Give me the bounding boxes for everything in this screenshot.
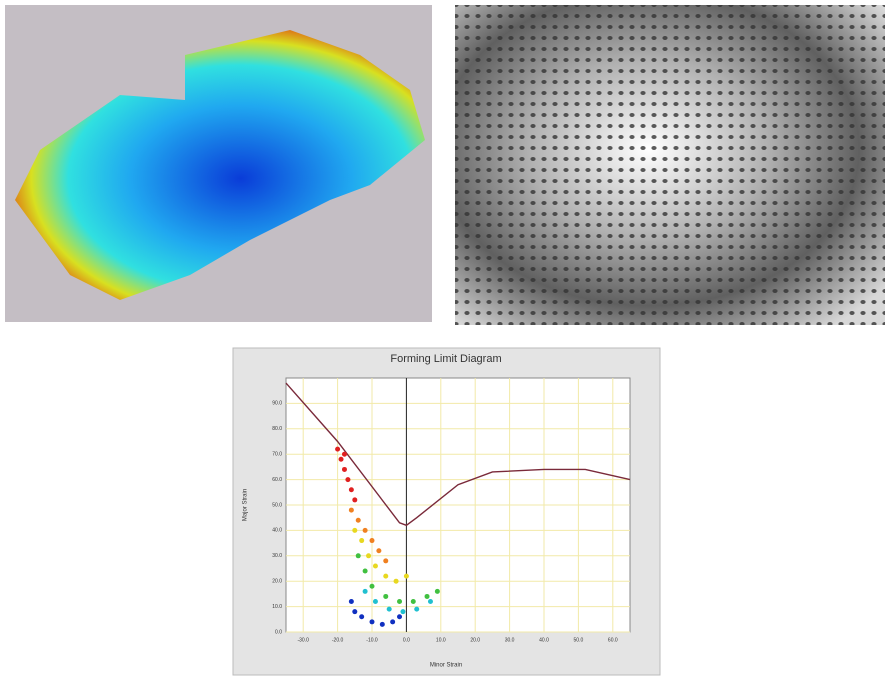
strain-point bbox=[356, 518, 361, 523]
strain-point bbox=[397, 599, 402, 604]
strain-point bbox=[370, 538, 375, 543]
contour-image bbox=[5, 5, 432, 322]
x-axis-label: Minor Strain bbox=[430, 663, 462, 669]
y-tick-label: 10.0 bbox=[272, 604, 282, 610]
strain-point bbox=[335, 447, 340, 452]
x-tick-label: -10.0 bbox=[366, 637, 378, 643]
strain-point bbox=[383, 574, 388, 579]
canvas: Forming Limit Diagram Minor Strain Major… bbox=[0, 0, 885, 680]
y-tick-label: 20.0 bbox=[272, 579, 282, 585]
x-tick-label: -20.0 bbox=[332, 637, 344, 643]
strain-point bbox=[428, 599, 433, 604]
x-tick-label: 10.0 bbox=[436, 637, 446, 643]
y-tick-label: 90.0 bbox=[272, 401, 282, 407]
strain-point bbox=[363, 528, 368, 533]
chart-panel: Forming Limit Diagram Minor Strain Major… bbox=[233, 348, 660, 675]
grid-surface-image bbox=[455, 5, 885, 325]
strain-point bbox=[363, 569, 368, 574]
strain-point bbox=[339, 457, 344, 462]
strain-point bbox=[373, 563, 378, 568]
strain-point bbox=[394, 579, 399, 584]
strain-point bbox=[359, 538, 364, 543]
y-tick-label: 70.0 bbox=[272, 452, 282, 458]
strain-point bbox=[349, 599, 354, 604]
strain-point bbox=[387, 607, 392, 612]
strain-point bbox=[352, 528, 357, 533]
strain-point bbox=[414, 607, 419, 612]
strain-point bbox=[435, 589, 440, 594]
strain-point bbox=[370, 584, 375, 589]
strain-point bbox=[345, 477, 350, 482]
y-tick-label: 0.0 bbox=[275, 629, 282, 635]
chart-title: Forming Limit Diagram bbox=[390, 353, 501, 365]
x-tick-label: 50.0 bbox=[574, 637, 584, 643]
strain-point bbox=[349, 487, 354, 492]
strain-point bbox=[376, 548, 381, 553]
y-tick-label: 40.0 bbox=[272, 528, 282, 534]
strain-point bbox=[397, 614, 402, 619]
strain-point bbox=[400, 609, 405, 614]
strain-point bbox=[411, 599, 416, 604]
strain-point bbox=[366, 553, 371, 558]
page: Forming Limit Diagram Minor Strain Major… bbox=[0, 0, 885, 680]
strain-point bbox=[352, 497, 357, 502]
y-tick-label: 80.0 bbox=[272, 426, 282, 432]
x-tick-label: 20.0 bbox=[470, 637, 480, 643]
strain-point bbox=[342, 467, 347, 472]
strain-point bbox=[356, 553, 361, 558]
strain-point bbox=[404, 574, 409, 579]
strain-point bbox=[363, 589, 368, 594]
x-tick-label: 30.0 bbox=[505, 637, 515, 643]
x-tick-label: 40.0 bbox=[539, 637, 549, 643]
strain-point bbox=[349, 508, 354, 513]
x-tick-label: 60.0 bbox=[608, 637, 618, 643]
strain-point bbox=[383, 594, 388, 599]
y-tick-label: 30.0 bbox=[272, 553, 282, 559]
strain-point bbox=[390, 619, 395, 624]
strain-point bbox=[383, 558, 388, 563]
strain-point bbox=[342, 452, 347, 457]
strain-point bbox=[425, 594, 430, 599]
strain-point bbox=[370, 619, 375, 624]
y-axis-label: Major Strain bbox=[243, 489, 249, 521]
y-tick-label: 50.0 bbox=[272, 502, 282, 508]
strain-point bbox=[373, 599, 378, 604]
x-tick-label: -30.0 bbox=[297, 637, 309, 643]
y-tick-label: 60.0 bbox=[272, 477, 282, 483]
x-tick-label: 0.0 bbox=[403, 637, 410, 643]
strain-point bbox=[380, 622, 385, 627]
strain-point bbox=[359, 614, 364, 619]
strain-point bbox=[352, 609, 357, 614]
